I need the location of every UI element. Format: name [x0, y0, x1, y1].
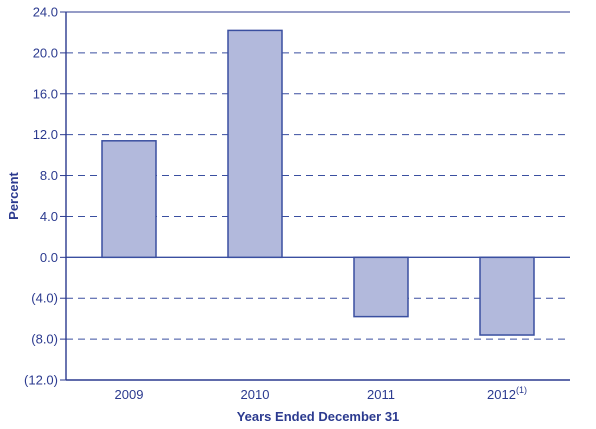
bars — [101, 29, 535, 336]
x-axis-title: Years Ended December 31 — [237, 409, 400, 424]
bar-2011 — [353, 256, 409, 318]
y-tick-label: 16.0 — [33, 86, 58, 101]
x-tick-label: 2010 — [241, 387, 270, 402]
x-axis-ticks: 2009 2010 2011 2012(1) — [115, 385, 527, 402]
y-tick-label: 24.0 — [33, 5, 58, 20]
y-axis-ticks: 24.0 20.0 16.0 12.0 8.0 4.0 0.0 (4.0) (8.0) (12.0… — [24, 5, 66, 388]
x-tick-footnote: (1) — [516, 385, 527, 395]
y-tick-label: (12.0) — [24, 373, 58, 388]
bar-2012 — [479, 256, 535, 336]
bar-2010 — [227, 29, 283, 259]
y-tick-label: 4.0 — [40, 209, 58, 224]
y-tick-label: 0.0 — [40, 250, 58, 265]
x-tick-label: 2012(1) — [487, 385, 527, 402]
y-axis-title: Percent — [6, 171, 21, 219]
bar-2009 — [101, 140, 157, 259]
y-tick-label: 8.0 — [40, 168, 58, 183]
x-tick-label: 2011 — [367, 387, 395, 402]
y-tick-label: 20.0 — [33, 45, 58, 60]
y-tick-label: 12.0 — [33, 127, 58, 142]
x-tick-label: 2009 — [115, 387, 144, 402]
y-tick-label: (8.0) — [31, 332, 58, 347]
y-tick-label: (4.0) — [31, 291, 58, 306]
